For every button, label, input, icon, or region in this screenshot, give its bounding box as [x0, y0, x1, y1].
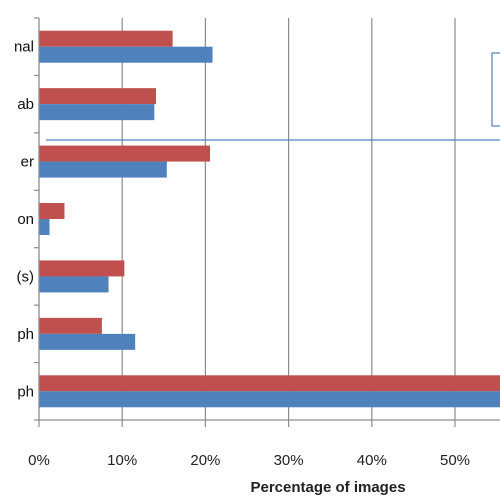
bar [39, 333, 136, 350]
x-tick-label: 30% [274, 452, 304, 469]
x-tick-labels: 0% 10% 20% 30% 40% 50% [28, 452, 470, 469]
bar [39, 260, 125, 277]
x-tick-label: 20% [190, 452, 220, 469]
x-tick-label: 40% [357, 452, 387, 469]
bar [39, 375, 500, 392]
bar [39, 203, 65, 219]
bar [39, 391, 500, 408]
bar [39, 317, 102, 334]
bar [39, 145, 211, 162]
category-label: ph [17, 383, 34, 400]
bar [39, 46, 213, 63]
gridlines [34, 17, 456, 427]
bar [39, 161, 167, 178]
x-tick-label: 50% [440, 452, 470, 469]
category-label: ph [17, 326, 34, 343]
bars [39, 30, 500, 408]
bar [39, 30, 173, 47]
bar [39, 104, 155, 121]
bar [39, 276, 109, 293]
x-tick-label: 0% [28, 452, 50, 469]
category-label: nal [14, 39, 34, 56]
category-labels: nal ab er on (s) ph ph [14, 39, 34, 401]
category-label: (s) [17, 268, 35, 285]
x-tick-label: 10% [107, 452, 137, 469]
category-label: on [17, 211, 34, 228]
category-label: er [21, 154, 34, 171]
bar [39, 88, 156, 105]
x-axis-title: Percentage of images [250, 479, 405, 496]
category-label: ab [17, 96, 34, 113]
bar [39, 219, 50, 235]
legend-box [491, 52, 500, 127]
